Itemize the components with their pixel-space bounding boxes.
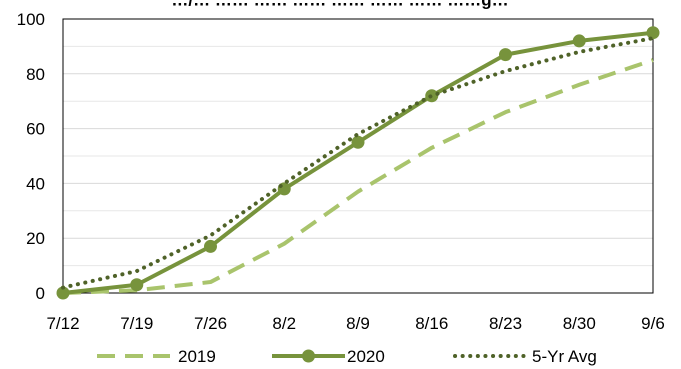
data-point	[204, 239, 217, 253]
data-point	[351, 135, 365, 149]
y-tick-label: 0	[36, 284, 45, 303]
data-point	[56, 286, 70, 300]
x-tick-label: 9/6	[641, 314, 665, 333]
x-tick-label: 8/2	[272, 314, 296, 333]
data-point	[572, 34, 586, 48]
series-line-2019	[62, 58, 654, 295]
legend-label: 2019	[178, 347, 216, 366]
x-tick-label: 7/26	[194, 314, 227, 333]
y-tick-label: 80	[26, 65, 45, 84]
data-point	[646, 26, 660, 40]
series-line-5-yr-avg	[61, 36, 655, 290]
legend-label: 2020	[347, 347, 385, 366]
x-tick-label: 7/12	[46, 314, 79, 333]
legend: 2019 2020 5-Yr Avg	[97, 347, 597, 366]
y-tick-label: 40	[26, 174, 45, 193]
x-tick-label: 8/30	[563, 314, 596, 333]
x-tick-label: 8/16	[415, 314, 448, 333]
x-axis-ticks: 7/12 7/19 7/26 8/2 8/9 8/16 8/23 8/30 9/6	[46, 314, 664, 333]
plot-frame	[62, 18, 654, 294]
data-point	[499, 48, 512, 62]
x-tick-label: 7/19	[120, 314, 153, 333]
y-axis-ticks: 0 20 40 60 80 100	[17, 10, 45, 303]
x-tick-label: 8/9	[346, 314, 370, 333]
legend-marker	[302, 349, 315, 363]
y-tick-label: 60	[26, 120, 45, 139]
legend-label: 5-Yr Avg	[532, 347, 597, 366]
y-tick-label: 20	[26, 229, 45, 248]
x-tick-label: 8/23	[489, 314, 522, 333]
series-line-2020	[62, 30, 654, 295]
gridlines	[62, 18, 654, 294]
y-tick-label: 100	[17, 10, 45, 29]
series-lines	[56, 26, 660, 300]
chart-title: …/… …… …… …… …… …… …… ……g…	[171, 0, 508, 10]
data-point	[130, 278, 144, 292]
